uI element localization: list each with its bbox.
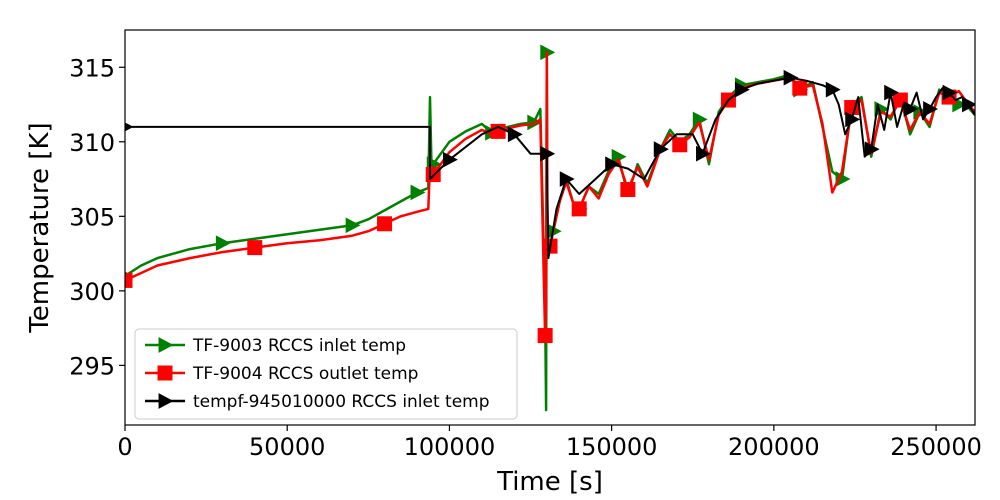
legend-marker [158,337,174,353]
x-tick-label: 150000 [566,433,658,461]
data-point [653,141,669,158]
data-point [377,216,393,232]
data-point [884,84,900,101]
data-point [923,101,939,117]
data-point [345,217,361,234]
legend-entry-label: TF-9003 RCCS inlet temp [192,336,406,356]
x-tick-label: 50000 [249,433,325,461]
legend-marker [157,365,173,381]
legend-marker [158,393,174,409]
data-point [125,272,133,288]
ticks-layer: 0 50000 100000 150000 200000 250000 295 300 305 3… [69,54,982,461]
legend-box [134,328,518,420]
data-point [540,145,556,162]
data-point [571,201,587,217]
x-tick-label: 100000 [404,433,496,461]
x-tick-label: 250000 [890,433,982,461]
data-point [507,126,523,143]
legend-entry-label: tempf-945010000 RCCS inlet temp [193,392,490,412]
data-point [672,137,688,153]
data-point [537,328,553,344]
data-point [410,184,426,201]
series-line [125,51,975,337]
y-tick-label: 310 [69,129,115,157]
legend: TF-9003 RCCS inlet temp TF-9004 RCCS outl… [134,328,518,420]
legend-entry-label: TF-9004 RCCS outlet temp [192,364,418,384]
x-axis-label: Time [s] [496,467,603,497]
y-axis-label: Temperature [K] [25,122,55,333]
x-tick-label: 0 [117,433,132,461]
series-layer [125,44,975,412]
data-point [942,84,958,101]
data-point [247,240,263,256]
x-tick-label: 200000 [728,433,820,461]
data-point [783,69,799,86]
data-point [903,101,919,117]
y-tick-label: 305 [69,203,115,231]
data-point [125,122,134,132]
plot-frame [124,29,976,426]
data-point [215,235,231,251]
data-point [442,151,458,168]
data-point [825,81,841,98]
data-point [962,96,975,113]
data-point [792,80,808,96]
y-tick-label: 300 [69,278,115,306]
y-tick-label: 315 [69,54,115,82]
data-point [864,141,880,158]
y-tick-label: 295 [69,352,115,380]
series-3 [125,69,975,260]
data-point [620,181,636,197]
data-point [845,111,861,128]
data-point [559,171,575,187]
data-point [605,156,621,172]
data-point [734,81,750,98]
data-point [696,145,711,162]
